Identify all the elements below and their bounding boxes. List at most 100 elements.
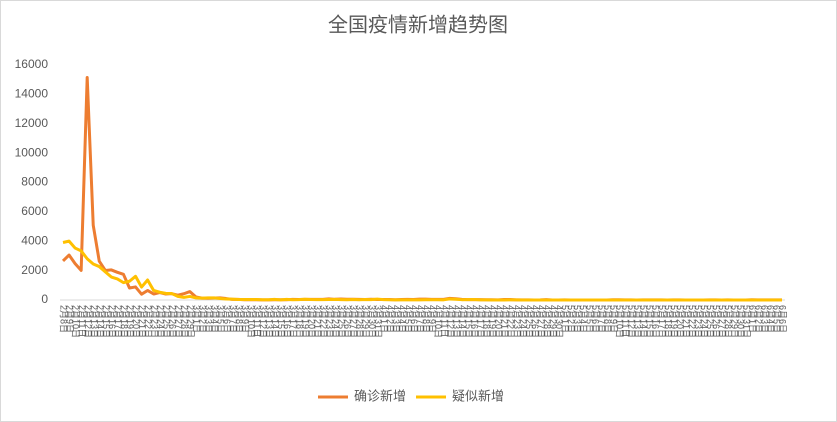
x-tick-label: 4月9日: [427, 305, 437, 333]
x-tick-label: 5月2日: [566, 305, 576, 333]
x-tick-label: 3月9日: [240, 305, 250, 333]
x-tick-label: 3月11日: [252, 305, 262, 337]
x-tick-label: 2月22日: [143, 305, 153, 338]
x-tick-label: 2月17日: [113, 305, 123, 338]
x-tick-label: 2月25日: [161, 305, 171, 338]
y-tick-label: 6000: [21, 204, 48, 218]
x-tick-label: 3月25日: [337, 305, 347, 338]
x-tick-label: 4月23日: [512, 305, 522, 338]
x-tick-label: 5月28日: [723, 305, 733, 338]
x-tick-label: 3月5日: [216, 305, 226, 333]
x-tick-label: 3月31日: [373, 305, 383, 338]
x-tick-label: 6月2日: [753, 305, 763, 333]
x-tick-label: 3月29日: [361, 305, 371, 338]
x-tick-label: 5月26日: [711, 305, 721, 338]
x-tick-label: 4月17日: [476, 305, 486, 338]
x-tick-label: 3月4日: [210, 305, 220, 333]
x-tick-label: 2月8日: [59, 305, 69, 333]
x-tick-label: 4月4日: [397, 305, 407, 333]
x-tick-label: 3月27日: [349, 305, 359, 338]
x-tick-label: 5月22日: [687, 305, 697, 338]
x-tick-label: 5月29日: [729, 305, 739, 338]
x-tick-label: 2月21日: [137, 305, 147, 338]
x-tick-label: 5月8日: [602, 305, 612, 333]
x-tick-label: 4月12日: [445, 305, 455, 338]
x-tick-label: 4月8日: [421, 305, 431, 333]
x-tick-label: 3月28日: [355, 305, 365, 338]
x-tick-label: 3月3日: [204, 305, 214, 333]
x-tick-label: 4月30日: [554, 305, 564, 338]
x-tick-label: 4月11日: [439, 305, 449, 337]
x-tick-label: 3月18日: [294, 305, 304, 338]
x-tick-label: 5月16日: [651, 305, 661, 338]
x-tick-label: 3月26日: [343, 305, 353, 338]
x-tick-label: 6月3日: [759, 305, 769, 333]
y-tick-label: 14000: [15, 87, 49, 101]
x-tick-label: 3月24日: [331, 305, 341, 338]
x-tick-label: 4月10日: [433, 305, 443, 338]
x-tick-label: 4月15日: [463, 305, 473, 338]
x-tick-label: 3月22日: [318, 305, 328, 338]
x-tick-label: 5月24日: [699, 305, 709, 338]
x-tick-label: 5月3日: [572, 305, 582, 333]
y-tick-label: 10000: [15, 145, 49, 159]
x-tick-label: 5月12日: [627, 305, 637, 338]
x-tick-label: 2月28日: [179, 305, 189, 338]
x-tick-label: 5月9日: [608, 305, 618, 333]
x-tick-label: 2月13日: [89, 305, 99, 338]
x-tick-label: 4月25日: [524, 305, 534, 338]
x-tick-label: 3月21日: [312, 305, 322, 338]
chart-title: 全国疫情新增趋势图: [328, 13, 508, 36]
x-tick-label: 5月27日: [717, 305, 727, 338]
x-tick-label: 4月20日: [494, 305, 504, 338]
x-tick-label: 4月24日: [518, 305, 528, 338]
legend-label: 疑似新增: [452, 388, 504, 403]
legend-label: 确诊新增: [354, 388, 406, 403]
x-tick-label: 2月23日: [149, 305, 159, 338]
x-tick-label: 2月12日: [83, 305, 93, 338]
x-tick-label: 5月23日: [693, 305, 703, 338]
x-tick-label: 2月24日: [155, 305, 165, 338]
x-tick-label: 2月11日: [77, 305, 87, 337]
x-tick-label: 5月7日: [596, 305, 606, 333]
x-tick-label: 5月25日: [705, 305, 715, 338]
x-tick-label: 3月12日: [258, 305, 268, 338]
x-tick-label: 3月20日: [306, 305, 316, 338]
x-tick-label: 3月14日: [270, 305, 280, 338]
x-tick-label: 3月19日: [300, 305, 310, 338]
x-tick-label: 3月17日: [288, 305, 298, 338]
x-tick-label: 5月11日: [621, 305, 631, 337]
x-tick-label: 4月7日: [415, 305, 425, 333]
x-tick-label: 4月21日: [500, 305, 510, 338]
x-tick-label: 5月14日: [639, 305, 649, 338]
x-tick-label: 6月1日: [747, 305, 757, 333]
x-tick-label: 2月15日: [101, 305, 111, 338]
y-tick-label: 0: [41, 292, 48, 306]
x-tick-label: 5月31日: [741, 305, 751, 338]
x-tick-label: 5月13日: [633, 305, 643, 338]
x-tick-label: 4月13日: [451, 305, 461, 338]
x-tick-label: 4月27日: [536, 305, 546, 338]
x-tick-label: 2月18日: [119, 305, 129, 338]
x-tick-label: 4月18日: [482, 305, 492, 338]
x-tick-label: 3月15日: [276, 305, 286, 338]
x-tick-label: 5月6日: [590, 305, 600, 333]
y-tick-label: 12000: [15, 116, 49, 130]
x-tick-label: 2月16日: [107, 305, 117, 338]
x-tick-label: 2月26日: [167, 305, 177, 338]
x-tick-label: 3月13日: [264, 305, 274, 338]
x-tick-label: 6月5日: [772, 305, 782, 333]
x-tick-label: 4月26日: [530, 305, 540, 338]
x-tick-label: 3月2日: [198, 305, 208, 333]
x-tick-label: 2月20日: [131, 305, 141, 338]
x-tick-label: 5月30日: [735, 305, 745, 338]
x-tick-label: 3月7日: [228, 305, 238, 333]
x-tick-label: 3月8日: [234, 305, 244, 333]
x-tick-label: 4月19日: [488, 305, 498, 338]
y-tick-label: 4000: [21, 233, 48, 247]
x-tick-label: 5月15日: [645, 305, 655, 338]
x-tick-label: 2月19日: [125, 305, 135, 338]
x-tick-label: 4月14日: [457, 305, 467, 338]
